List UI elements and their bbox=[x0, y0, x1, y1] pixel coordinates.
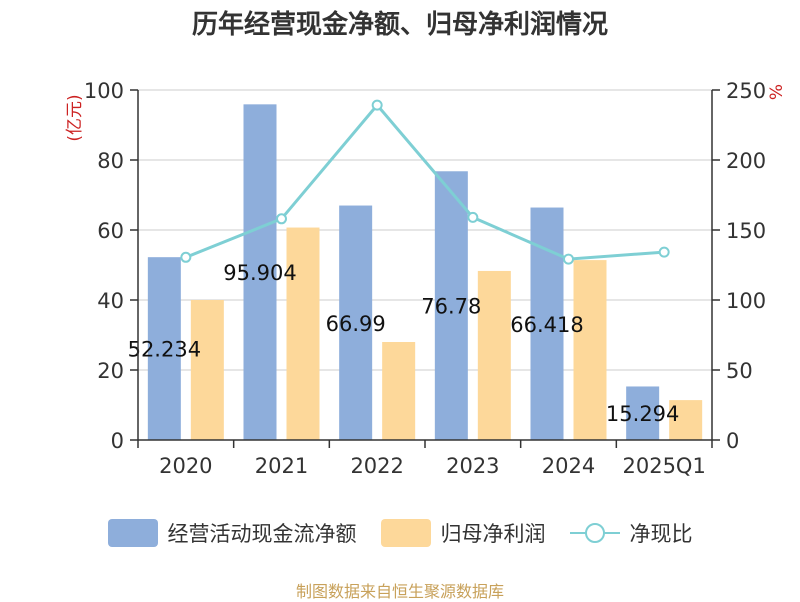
legend-label-netprofit: 归母净利润 bbox=[440, 522, 546, 546]
bar-cashflow bbox=[243, 104, 277, 440]
bar-cashflow bbox=[147, 257, 181, 440]
bar-netprofit bbox=[190, 300, 224, 440]
chart-title: 历年经营现金净额、归母净利润情况 bbox=[191, 10, 608, 40]
y-tick-label-left: 0 bbox=[111, 429, 124, 453]
legend-label-ratio: 净现比 bbox=[629, 522, 693, 546]
bar-label-cashflow: 52.234 bbox=[128, 338, 201, 362]
legend-swatch-netprofit bbox=[380, 519, 431, 547]
y-tick-label-left: 80 bbox=[97, 149, 124, 173]
y-tick-label-left: 60 bbox=[97, 219, 124, 243]
legend-item-cashflow[interactable]: 经营活动现金流净额 bbox=[107, 518, 357, 548]
source-note: 制图数据来自恒生聚源数据库 bbox=[295, 582, 504, 601]
legend-swatch-cashflow bbox=[107, 519, 158, 547]
y-tick-label-right: 150 bbox=[726, 219, 766, 243]
y-tick-label-right: 250 bbox=[726, 79, 766, 103]
point-ratio bbox=[467, 211, 479, 223]
x-tick-label: 2021 bbox=[255, 454, 308, 478]
y-tick-label-left: 40 bbox=[97, 289, 124, 313]
bar-label-cashflow: 66.418 bbox=[510, 313, 583, 337]
bar-label-cashflow: 95.904 bbox=[223, 261, 296, 285]
bar-label-cashflow: 66.99 bbox=[326, 312, 386, 336]
y-tick-label-right: 200 bbox=[726, 149, 766, 173]
x-tick-label: 2022 bbox=[350, 454, 403, 478]
bar-netprofit bbox=[573, 260, 607, 440]
bar-label-cashflow: 15.294 bbox=[606, 402, 679, 426]
line-ratio bbox=[185, 102, 665, 261]
legend-label-cashflow: 经营活动现金流净额 bbox=[167, 522, 357, 546]
y-axis-label-left: (亿元) bbox=[65, 94, 85, 141]
x-tick-label: 2025Q1 bbox=[622, 454, 705, 478]
x-tick-label: 2020 bbox=[159, 454, 212, 478]
point-ratio bbox=[563, 253, 574, 265]
point-ratio bbox=[276, 213, 287, 225]
legend-item-ratio[interactable]: 净现比 bbox=[569, 518, 693, 548]
legend: 经营活动现金流净额 归母净利润 净现比 bbox=[0, 518, 800, 548]
point-ratio bbox=[371, 99, 383, 111]
bar-netprofit bbox=[382, 342, 416, 440]
y-tick-label-right: 100 bbox=[726, 289, 766, 313]
legend-item-netprofit[interactable]: 归母净利润 bbox=[380, 518, 546, 548]
point-ratio bbox=[658, 246, 670, 258]
bar-label-cashflow: 76.78 bbox=[421, 295, 481, 319]
y-tick-label-left: 100 bbox=[84, 79, 124, 103]
bar-cashflow bbox=[434, 171, 468, 440]
bar-cashflow bbox=[626, 386, 660, 440]
y-tick-label-right: 50 bbox=[726, 359, 753, 383]
bar-netprofit bbox=[477, 270, 511, 440]
x-tick-label: 2024 bbox=[542, 454, 595, 478]
bar-cashflow bbox=[339, 205, 373, 440]
bar-netprofit bbox=[286, 227, 320, 440]
legend-swatch-ratio bbox=[569, 519, 620, 547]
y-tick-label-left: 20 bbox=[97, 359, 124, 383]
bar-netprofit bbox=[669, 400, 703, 440]
point-ratio bbox=[180, 251, 192, 263]
y-axis-label-right: % bbox=[767, 84, 787, 100]
x-tick-label: 2023 bbox=[446, 454, 499, 478]
y-tick-label-right: 0 bbox=[726, 429, 739, 453]
